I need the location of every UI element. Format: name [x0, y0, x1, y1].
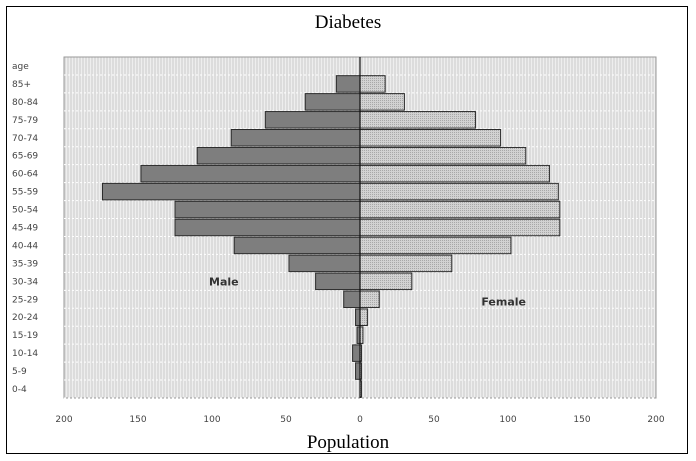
y-tick-label: 20-24	[12, 313, 38, 323]
bar-female-70-74	[359, 129, 502, 147]
x-tick-label: 50	[280, 415, 292, 425]
x-tick-label: 100	[499, 415, 516, 425]
bar-male-85+	[335, 75, 361, 93]
bar-male-80-84	[304, 93, 361, 111]
x-tick-label: 50	[428, 415, 440, 425]
bar-female-55-59	[359, 182, 559, 201]
x-tick-label: 100	[203, 415, 220, 425]
x-axis-label: Population	[306, 432, 390, 453]
y-tick-label: 65-69	[12, 152, 38, 162]
bar-male-40-44	[233, 236, 361, 255]
y-tick-label: 50-54	[12, 206, 38, 216]
y-tick-label: 5-9	[12, 367, 27, 377]
bar-female-50-54	[359, 200, 561, 219]
y-tick-label: 70-74	[12, 134, 38, 144]
bar-female-75-79	[359, 111, 476, 129]
annotation-female: Female	[481, 295, 526, 308]
y-tick-label: 85+	[12, 80, 31, 90]
bar-female-85+	[359, 75, 386, 93]
bar-male-20-24	[355, 308, 361, 326]
y-axis-header: age	[12, 62, 29, 72]
y-tick-label: 0-4	[12, 385, 27, 395]
bar-male-45-49	[174, 218, 361, 237]
y-tick-label: 45-49	[12, 224, 38, 234]
x-tick-label: 0	[357, 415, 363, 425]
x-tick-label: 200	[55, 415, 72, 425]
bar-male-75-79	[264, 111, 361, 129]
y-tick-label: 10-14	[12, 349, 38, 359]
bar-male-30-34	[315, 272, 361, 291]
chart-frame	[6, 6, 688, 454]
bar-female-65-69	[359, 146, 527, 165]
bar-female-35-39	[359, 254, 453, 273]
bar-male-10-14	[352, 344, 361, 362]
x-tick-label: 150	[129, 415, 146, 425]
bar-female-25-29	[359, 290, 380, 309]
bar-male-5-9	[355, 362, 361, 380]
bar-male-60-64	[140, 164, 361, 183]
bar-female-80-84	[359, 93, 405, 111]
chart-title: Diabetes	[314, 12, 382, 33]
y-tick-label: 60-64	[12, 170, 38, 180]
bar-male-25-29	[343, 290, 361, 309]
bar-male-65-69	[196, 146, 361, 165]
x-tick-label: 200	[647, 415, 664, 425]
bar-female-30-34	[359, 272, 413, 291]
x-tick-label: 150	[573, 415, 590, 425]
y-tick-label: 25-29	[12, 295, 38, 305]
y-tick-label: 35-39	[12, 259, 38, 269]
bar-female-60-64	[359, 164, 550, 183]
y-tick-label: 75-79	[12, 116, 38, 126]
bar-male-55-59	[101, 182, 361, 201]
annotation-male: Male	[209, 275, 239, 288]
y-tick-label: 15-19	[12, 331, 38, 341]
bar-female-20-24	[359, 308, 368, 326]
bar-female-45-49	[359, 218, 561, 237]
bar-male-35-39	[288, 254, 361, 273]
y-tick-label: 40-44	[12, 241, 38, 251]
y-tick-label: 55-59	[12, 188, 38, 198]
bar-female-40-44	[359, 236, 512, 255]
bar-male-50-54	[174, 200, 361, 219]
bar-male-70-74	[230, 129, 361, 147]
y-tick-label: 30-34	[12, 277, 38, 287]
y-tick-label: 80-84	[12, 98, 38, 108]
